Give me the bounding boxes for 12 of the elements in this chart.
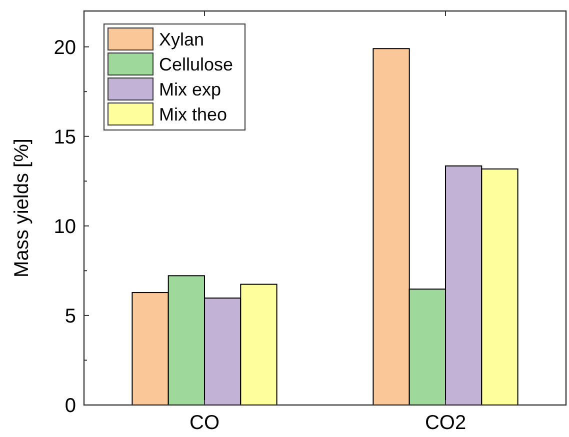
x-tick-label: CO: [190, 412, 220, 434]
y-axis-title: Mass yields [%]: [11, 138, 33, 278]
x-tick-label: CO2: [424, 412, 466, 434]
y-tick-label: 0: [64, 395, 76, 417]
legend-label: Mix exp: [159, 79, 222, 100]
y-tick-label: 10: [54, 216, 76, 238]
y-tick-label: 20: [54, 36, 76, 59]
legend-label: Xylan: [159, 29, 204, 50]
y-tick-label: 5: [64, 305, 76, 328]
legend-label: Cellulose: [159, 54, 234, 74]
legend-label: Mix theo: [159, 104, 228, 124]
y-tick-label: 15: [54, 126, 76, 148]
